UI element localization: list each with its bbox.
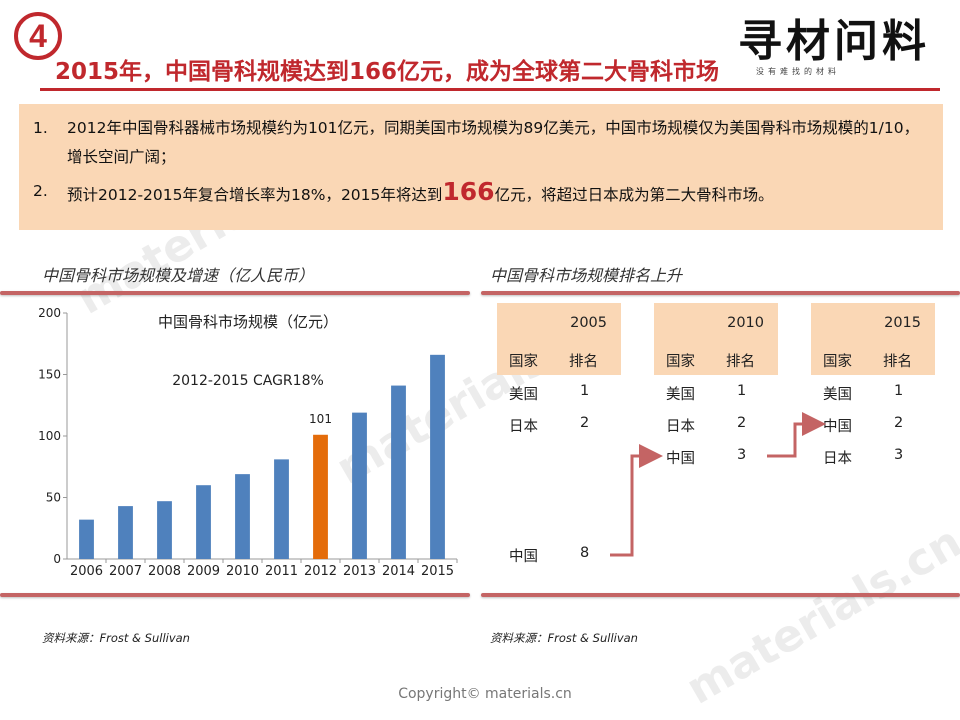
summary-index: 1. — [33, 119, 48, 137]
y-tick-label: 100 — [38, 429, 61, 443]
source-note: 资料来源：Frost & Sullivan — [42, 631, 190, 645]
summary-text-post: 亿元，将超过日本成为第二大骨科市场。 — [494, 186, 774, 204]
ranking-year: 2005 — [570, 315, 607, 331]
country-name: 日本 — [666, 419, 695, 435]
x-tick-label: 2006 — [70, 564, 103, 579]
arrow-2010-to-2015 — [767, 412, 826, 458]
data-label: 101 — [309, 412, 332, 426]
country-name: 中国 — [509, 549, 538, 565]
ranking-table-header: 2005 国家 排名 — [497, 303, 621, 375]
bar — [235, 474, 250, 559]
x-tick-label: 2009 — [187, 564, 220, 579]
bar — [352, 412, 367, 559]
summary-item-2: 2. 预计2012-2015年复合增长率为18%，2015年将达到166亿元，将… — [33, 177, 929, 210]
ranking-row: 日本 2 — [654, 415, 778, 435]
bar — [79, 519, 94, 559]
summary-text: 2012年中国骨科器械市场规模约为101亿元，同期美国市场规模为89亿美元，中国… — [67, 119, 920, 166]
bar — [391, 385, 406, 559]
column-country: 国家 — [666, 354, 695, 370]
x-tick-label: 2012 — [304, 564, 337, 579]
y-tick-label: 150 — [38, 368, 61, 382]
summary-text: 预计2012-2015年复合增长率为18%，2015年将达到166亿元，将超过日… — [67, 177, 929, 210]
bar-chart: 0 50 100 150 200 2006 2007 2008 2009 2010 2011 2012… — [38, 306, 458, 579]
section-divider-bottom — [481, 593, 960, 597]
ranking-table-header: 2010 国家 排名 — [654, 303, 778, 375]
ranking-row: 中国 2 — [811, 415, 935, 435]
ranking-row: 日本 2 — [497, 415, 621, 435]
column-country: 国家 — [823, 354, 852, 370]
rank-value: 3 — [737, 447, 747, 463]
x-tick-label: 2011 — [265, 564, 298, 579]
chart-annotation: 2012-2015 CAGR18% — [172, 373, 324, 389]
ranking-row: 美国 1 — [497, 383, 621, 403]
bar — [430, 354, 445, 559]
section-divider-top — [481, 291, 960, 295]
bar — [196, 485, 211, 559]
ranking-table-2015: 2015 国家 排名 美国 1 中国 2 日本 3 — [811, 303, 935, 467]
x-tick-label: 2007 — [109, 564, 142, 579]
summary-index: 2. — [33, 182, 48, 200]
y-tick-label: 0 — [53, 552, 61, 566]
logo-text: 寻材问料 — [738, 16, 930, 67]
x-tick-label: 2010 — [226, 564, 259, 579]
summary-text-pre: 预计2012-2015年复合增长率为18%，2015年将达到 — [67, 186, 443, 204]
column-country: 国家 — [509, 354, 538, 370]
y-tick-label: 200 — [38, 306, 61, 320]
x-tick-label: 2013 — [343, 564, 376, 579]
ranking-year: 2010 — [727, 315, 764, 331]
ranking-row: 中国 8 — [497, 545, 621, 565]
y-tick-label: 50 — [46, 491, 61, 505]
country-name: 美国 — [666, 387, 695, 403]
source-note: 资料来源：Frost & Sullivan — [490, 631, 638, 645]
country-name: 日本 — [509, 419, 538, 435]
ranking-row: 中国 3 — [654, 447, 778, 467]
ranking-table-header: 2015 国家 排名 — [811, 303, 935, 375]
ranking-section-title: 中国骨科市场规模排名上升 — [490, 266, 683, 285]
rank-value: 1 — [894, 383, 904, 399]
bar — [313, 434, 328, 559]
rank-value: 2 — [894, 415, 904, 431]
ranking-row: 美国 1 — [654, 383, 778, 403]
column-rank: 排名 — [726, 354, 755, 370]
ranking-row: 美国 1 — [811, 383, 935, 403]
summary-box: 1. 2012年中国骨科器械市场规模约为101亿元，同期美国市场规模为89亿美元… — [19, 104, 943, 230]
x-tick-label: 2008 — [148, 564, 181, 579]
ranking-table-2010: 2010 国家 排名 美国 1 日本 2 中国 3 — [654, 303, 778, 467]
rank-value: 2 — [580, 415, 590, 431]
title-divider — [40, 88, 940, 91]
x-tick-label: 2015 — [421, 564, 454, 579]
country-name: 中国 — [823, 419, 852, 435]
ranking-table-2005: 2005 国家 排名 美国 1 日本 2 中国 8 — [497, 303, 621, 565]
chart-title: 中国骨科市场规模（亿元） — [158, 313, 338, 331]
summary-item-1: 1. 2012年中国骨科器械市场规模约为101亿元，同期美国市场规模为89亿美元… — [33, 114, 929, 172]
bar — [157, 501, 172, 559]
logo-tagline: 没有难找的材料 — [756, 67, 840, 76]
country-name: 日本 — [823, 451, 852, 467]
logo: 寻材问料 没有难找的材料 — [738, 18, 944, 82]
rank-value: 3 — [894, 447, 904, 463]
bar — [118, 506, 133, 559]
column-rank: 排名 — [569, 354, 598, 370]
country-name: 美国 — [509, 387, 538, 403]
chart-section-title: 中国骨科市场规模及增速（亿人民币） — [42, 266, 315, 285]
section-number-badge: 4 — [14, 12, 62, 60]
page-title: 2015年，中国骨科规模达到166亿元，成为全球第二大骨科市场 — [55, 59, 720, 85]
rank-value: 1 — [580, 383, 590, 399]
column-rank: 排名 — [883, 354, 912, 370]
rank-value: 1 — [737, 383, 747, 399]
ranking-year: 2015 — [884, 315, 921, 331]
copyright: Copyright© materials.cn — [398, 686, 572, 702]
section-divider-top — [0, 291, 470, 295]
x-tick-label: 2014 — [382, 564, 415, 579]
country-name: 美国 — [823, 387, 852, 403]
country-name: 中国 — [666, 451, 695, 467]
highlight-number: 166 — [442, 177, 495, 206]
bar — [274, 459, 289, 559]
rank-value: 8 — [580, 545, 590, 561]
arrow-2005-to-2010 — [610, 444, 663, 557]
ranking-row: 日本 3 — [811, 447, 935, 467]
rank-value: 2 — [737, 415, 747, 431]
section-divider-bottom — [0, 593, 470, 597]
